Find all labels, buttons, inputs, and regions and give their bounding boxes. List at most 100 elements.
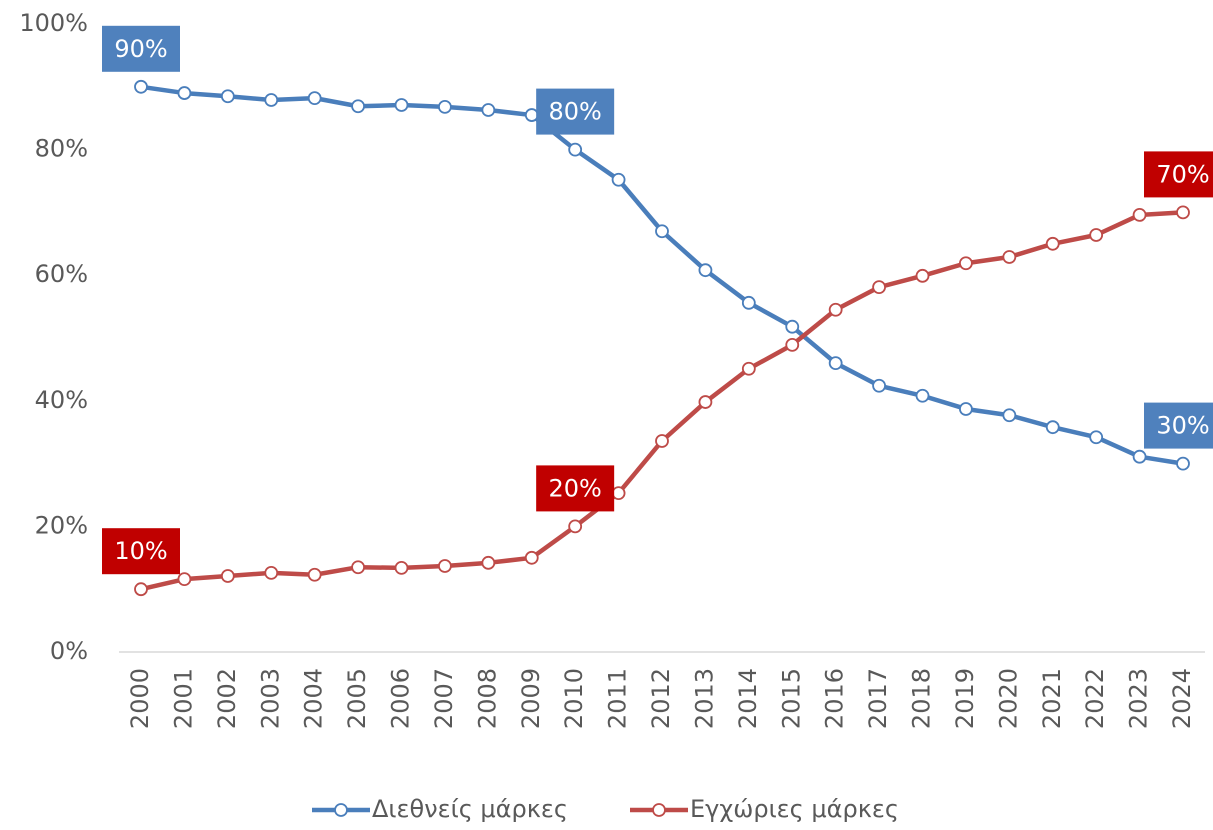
data-label: 80% (548, 98, 601, 126)
x-tick-label: 2014 (734, 668, 762, 729)
data-point (307, 91, 322, 106)
data-point (872, 280, 886, 295)
data-point (785, 338, 800, 352)
y-tick-label: 80% (35, 135, 88, 163)
data-point (438, 559, 452, 573)
data-point (698, 263, 713, 278)
x-tick-label: 2008 (473, 668, 501, 729)
data-point (524, 550, 539, 565)
data-point (524, 108, 539, 122)
data-point (828, 302, 843, 317)
x-tick-label: 2022 (1081, 668, 1109, 729)
x-tick-label: 2019 (951, 668, 979, 729)
data-point (177, 86, 192, 100)
x-tick-label: 2006 (387, 668, 415, 729)
data-point (1132, 449, 1147, 464)
data-point (741, 295, 756, 310)
x-tick-label: 2013 (690, 668, 718, 729)
data-label-box (536, 465, 615, 512)
legend-marker (652, 803, 666, 817)
data-point (1045, 420, 1060, 435)
data-point (351, 99, 365, 114)
x-tick-label: 2021 (1038, 668, 1066, 729)
x-tick-label: 2017 (864, 668, 892, 729)
data-point (1045, 236, 1060, 251)
y-tick-label: 40% (35, 386, 88, 414)
data-point (1176, 456, 1190, 471)
data-point (351, 560, 365, 575)
data-label: 70% (1156, 160, 1209, 188)
x-tick-label: 2004 (300, 668, 328, 729)
data-point (264, 93, 279, 107)
y-tick-label: 60% (35, 260, 88, 288)
x-tick-label: 2005 (343, 668, 371, 729)
data-point (785, 319, 800, 334)
data-point (1089, 430, 1104, 445)
data-label-box (536, 88, 615, 135)
legend-label: Διεθνείς μάρκες (372, 795, 568, 823)
data-point (741, 361, 756, 376)
data-label: 10% (114, 537, 167, 565)
y-tick-label: 20% (35, 511, 88, 539)
data-point (1002, 250, 1017, 264)
data-point (1176, 205, 1190, 220)
x-tick-label: 2002 (213, 668, 241, 729)
data-label-box (102, 25, 180, 72)
data-point (481, 555, 496, 570)
x-tick-label: 2003 (256, 668, 284, 729)
x-tick-label: 2010 (560, 668, 588, 729)
data-point (220, 569, 235, 583)
x-tick-label: 2009 (517, 668, 545, 729)
data-point (481, 103, 496, 117)
data-point (828, 356, 843, 371)
data-point (438, 99, 452, 114)
data-point (568, 519, 583, 534)
data-point (1089, 228, 1104, 242)
x-tick-label: 2016 (821, 668, 849, 729)
data-point (394, 98, 409, 112)
series-line (140, 210, 1184, 592)
data-point (611, 486, 626, 501)
data-point (220, 89, 235, 104)
series-line (140, 84, 1184, 466)
x-tick-label: 2007 (430, 668, 458, 729)
data-point (915, 268, 930, 283)
x-tick-label: 2011 (604, 668, 632, 729)
data-label-box (1144, 151, 1213, 198)
x-tick-label: 2018 (908, 668, 936, 729)
x-tick-label: 2000 (126, 668, 154, 729)
data-point (959, 402, 973, 416)
data-point (655, 224, 669, 239)
legend-marker (334, 803, 348, 817)
data-label: 20% (548, 474, 601, 502)
y-tick-label: 0% (50, 637, 88, 665)
data-point (568, 142, 583, 157)
x-tick-label: 2001 (169, 668, 197, 729)
y-tick-label: 100% (19, 9, 88, 37)
data-point (1002, 408, 1017, 423)
data-point (915, 388, 930, 403)
data-point (134, 582, 148, 597)
data-point (959, 256, 973, 271)
data-label: 30% (1156, 412, 1209, 440)
data-point (655, 434, 669, 448)
data-point (307, 567, 322, 582)
data-point (177, 572, 192, 587)
data-label: 90% (114, 35, 167, 63)
data-point (1132, 208, 1147, 222)
legend-label: Εγχώριες μάρκες (690, 795, 899, 823)
data-point (698, 395, 713, 409)
data-point (611, 172, 626, 187)
x-tick-label: 2020 (994, 668, 1022, 729)
data-label-box (102, 528, 180, 575)
data-point (134, 79, 148, 94)
x-tick-label: 2015 (777, 668, 805, 729)
x-tick-label: 2012 (647, 668, 675, 729)
x-tick-label: 2023 (1125, 668, 1153, 729)
data-point (264, 565, 279, 580)
data-point (394, 560, 409, 575)
x-tick-label: 2024 (1168, 668, 1196, 729)
data-label-box (1144, 402, 1213, 449)
data-point (872, 378, 886, 393)
